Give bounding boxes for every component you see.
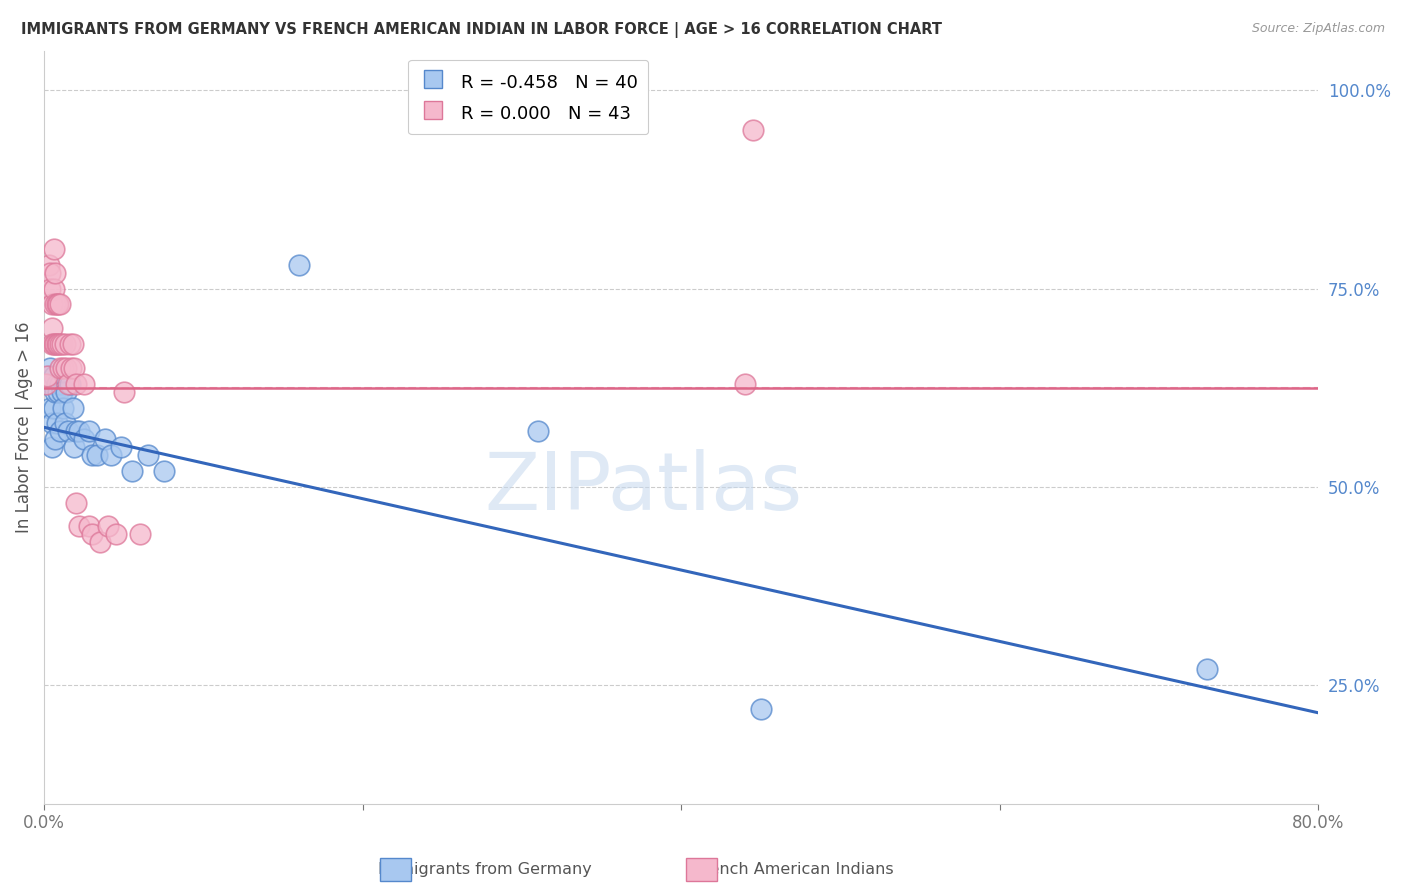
Point [56,376,79,391]
Point [42,401,65,415]
Point [37,376,59,391]
Point [53,417,76,431]
Point [65,496,87,510]
Text: Immigrants from Germany: Immigrants from Germany [378,863,592,877]
Point [67,425,90,439]
Point [128,527,150,541]
Point [65,376,87,391]
Point [749,702,772,716]
Point [44,297,66,311]
Point [38,258,60,272]
Point [49,337,72,351]
Point [53,337,76,351]
Point [60,360,83,375]
Point [56,425,79,439]
Point [41,417,63,431]
Text: IMMIGRANTS FROM GERMANY VS FRENCH AMERICAN INDIAN IN LABOR FORCE | AGE > 16 CORR: IMMIGRANTS FROM GERMANY VS FRENCH AMERIC… [21,22,942,38]
Point [42,368,65,383]
Point [41,440,63,454]
Point [49,360,72,375]
Point [62,337,84,351]
Point [39,360,62,375]
Point [73,376,96,391]
Point [49,297,72,311]
Point [39,401,62,415]
Point [44,432,66,446]
Text: French American Indians: French American Indians [695,863,894,877]
Point [51,384,73,399]
Point [63,360,86,375]
Point [110,440,132,454]
Point [97,519,120,533]
Point [38,368,60,383]
Point [49,425,72,439]
Point [80,448,103,462]
Point [51,337,73,351]
Point [41,321,63,335]
Point [41,337,63,351]
Point [63,440,86,454]
Point [73,432,96,446]
Point [527,425,550,439]
Point [288,258,311,272]
Point [741,123,763,137]
Point [39,266,62,280]
Point [45,297,67,311]
Point [89,535,111,549]
Point [48,384,70,399]
Point [58,376,80,391]
Y-axis label: In Labor Force | Age > 16: In Labor Force | Age > 16 [15,322,32,533]
Point [136,448,159,462]
Point [55,384,77,399]
Point [152,464,174,478]
Point [734,376,756,391]
Point [77,425,100,439]
Point [80,527,103,541]
Legend: R = -0.458   N = 40, R = 0.000   N = 43: R = -0.458 N = 40, R = 0.000 N = 43 [408,60,648,135]
Point [1195,662,1218,676]
Point [48,337,70,351]
Point [41,376,63,391]
Point [35,376,58,391]
Point [44,337,66,351]
Point [55,360,77,375]
Point [45,376,67,391]
Point [37,368,59,383]
Point [77,519,100,533]
Point [65,425,87,439]
Point [49,376,72,391]
Point [45,337,67,351]
Text: ZIPatlas: ZIPatlas [484,449,801,526]
Point [52,360,75,375]
Point [42,337,65,351]
Point [42,242,65,256]
Point [93,432,115,446]
Point [104,527,127,541]
Point [86,448,108,462]
Point [100,448,122,462]
Text: Source: ZipAtlas.com: Source: ZipAtlas.com [1251,22,1385,36]
Point [48,297,70,311]
Point [44,384,66,399]
Point [62,401,84,415]
Point [45,417,67,431]
Point [58,337,80,351]
Point [44,266,66,280]
Point [67,519,90,533]
Point [52,401,75,415]
Point [39,282,62,296]
Point [112,384,135,399]
Point [42,282,65,296]
Point [41,297,63,311]
Point [121,464,143,478]
